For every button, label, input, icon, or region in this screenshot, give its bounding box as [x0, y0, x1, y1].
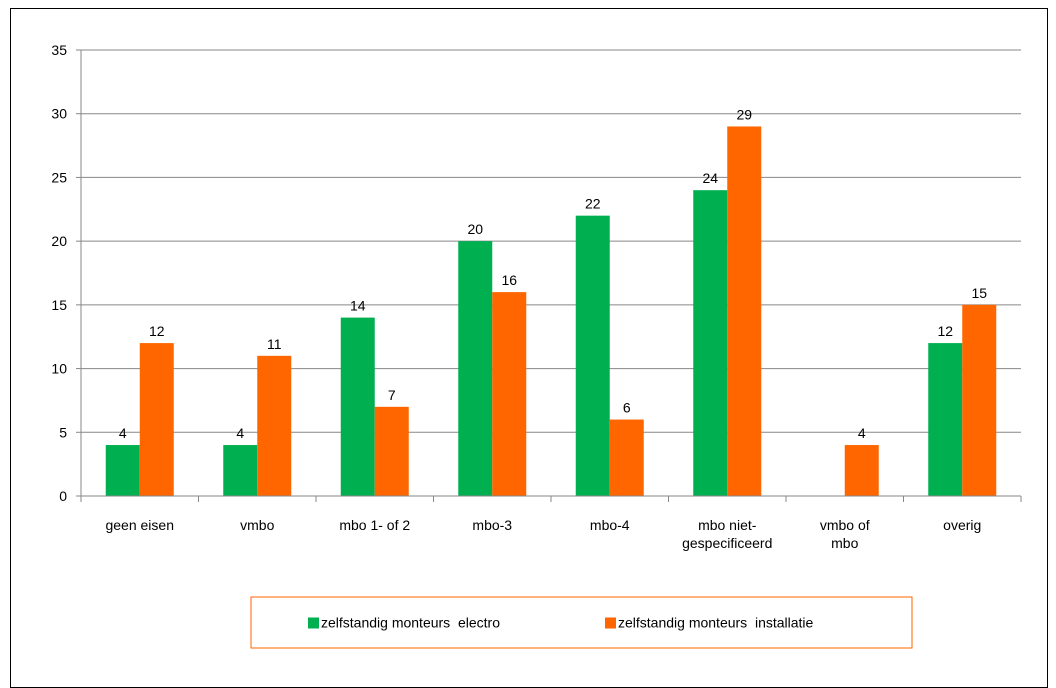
data-label: 6: [623, 400, 631, 416]
y-tick-label: 20: [51, 233, 67, 249]
bar: [139, 343, 174, 496]
y-tick-label: 35: [51, 42, 67, 58]
data-label: 15: [971, 285, 987, 301]
data-label: 12: [937, 323, 953, 339]
y-tick-label: 15: [51, 297, 67, 313]
bar: [492, 292, 527, 496]
y-tick-label: 0: [59, 488, 67, 504]
x-tick-label: mbo 1- of 2: [339, 517, 410, 533]
bar: [105, 445, 140, 496]
bar: [693, 190, 728, 496]
data-label: 16: [501, 272, 517, 288]
x-axis-ticks: geen eisen vmbo mbo 1- of 2 mbo-3 mbo-4 mbo n…: [80, 496, 1022, 551]
bar: [257, 355, 292, 496]
x-tick-label: gespecificeerd: [682, 535, 772, 551]
bar: [844, 445, 879, 496]
bar: [928, 343, 963, 496]
x-tick-label: mbo-4: [590, 517, 630, 533]
y-axis-ticks: 0 5 10 15 20 25 30 35: [51, 42, 81, 504]
data-label: 4: [119, 425, 127, 441]
bar: [609, 419, 644, 496]
legend-swatch: [308, 617, 319, 629]
legend-label: zelfstandig monteurs electro: [321, 615, 500, 631]
x-tick-label: vmbo: [240, 517, 274, 533]
legend-box: [250, 596, 913, 649]
x-tick-label: overig: [943, 517, 981, 533]
data-label: 24: [702, 170, 718, 186]
legend: zelfstandig monteurs electro zelfstandig …: [250, 596, 913, 649]
data-label: 7: [388, 387, 396, 403]
axes: [80, 50, 1021, 497]
x-tick-label: vmbo of: [820, 517, 870, 533]
data-label: 20: [467, 221, 483, 237]
data-label: 11: [267, 336, 282, 352]
data-label: 12: [149, 323, 165, 339]
x-tick-label: mbo niet-: [698, 517, 757, 533]
legend-label: zelfstandig monteurs installatie: [618, 615, 814, 631]
bars: [105, 126, 997, 496]
y-tick-label: 5: [59, 424, 67, 440]
data-label: 22: [585, 196, 601, 212]
bar: [962, 304, 997, 496]
y-tick-label: 10: [51, 361, 67, 377]
data-label: 4: [236, 425, 244, 441]
data-labels: 4 4 14 20 22 24 12 12 11 7 16 6 29 4 15: [119, 106, 987, 441]
data-label: 29: [736, 106, 752, 122]
bar: [727, 126, 762, 496]
x-tick-label: geen eisen: [105, 517, 174, 533]
y-tick-label: 25: [51, 169, 67, 185]
bar: [458, 241, 493, 496]
x-tick-label: mbo-3: [472, 517, 512, 533]
bar: [575, 215, 610, 496]
data-label: 4: [858, 425, 866, 441]
bar: [340, 317, 375, 496]
data-label: 14: [350, 298, 366, 314]
gridlines: [81, 49, 1021, 433]
x-tick-label: mbo: [831, 535, 858, 551]
bar: [223, 445, 258, 496]
legend-swatch: [605, 617, 616, 629]
bar: [374, 406, 409, 496]
y-tick-label: 30: [51, 106, 67, 122]
